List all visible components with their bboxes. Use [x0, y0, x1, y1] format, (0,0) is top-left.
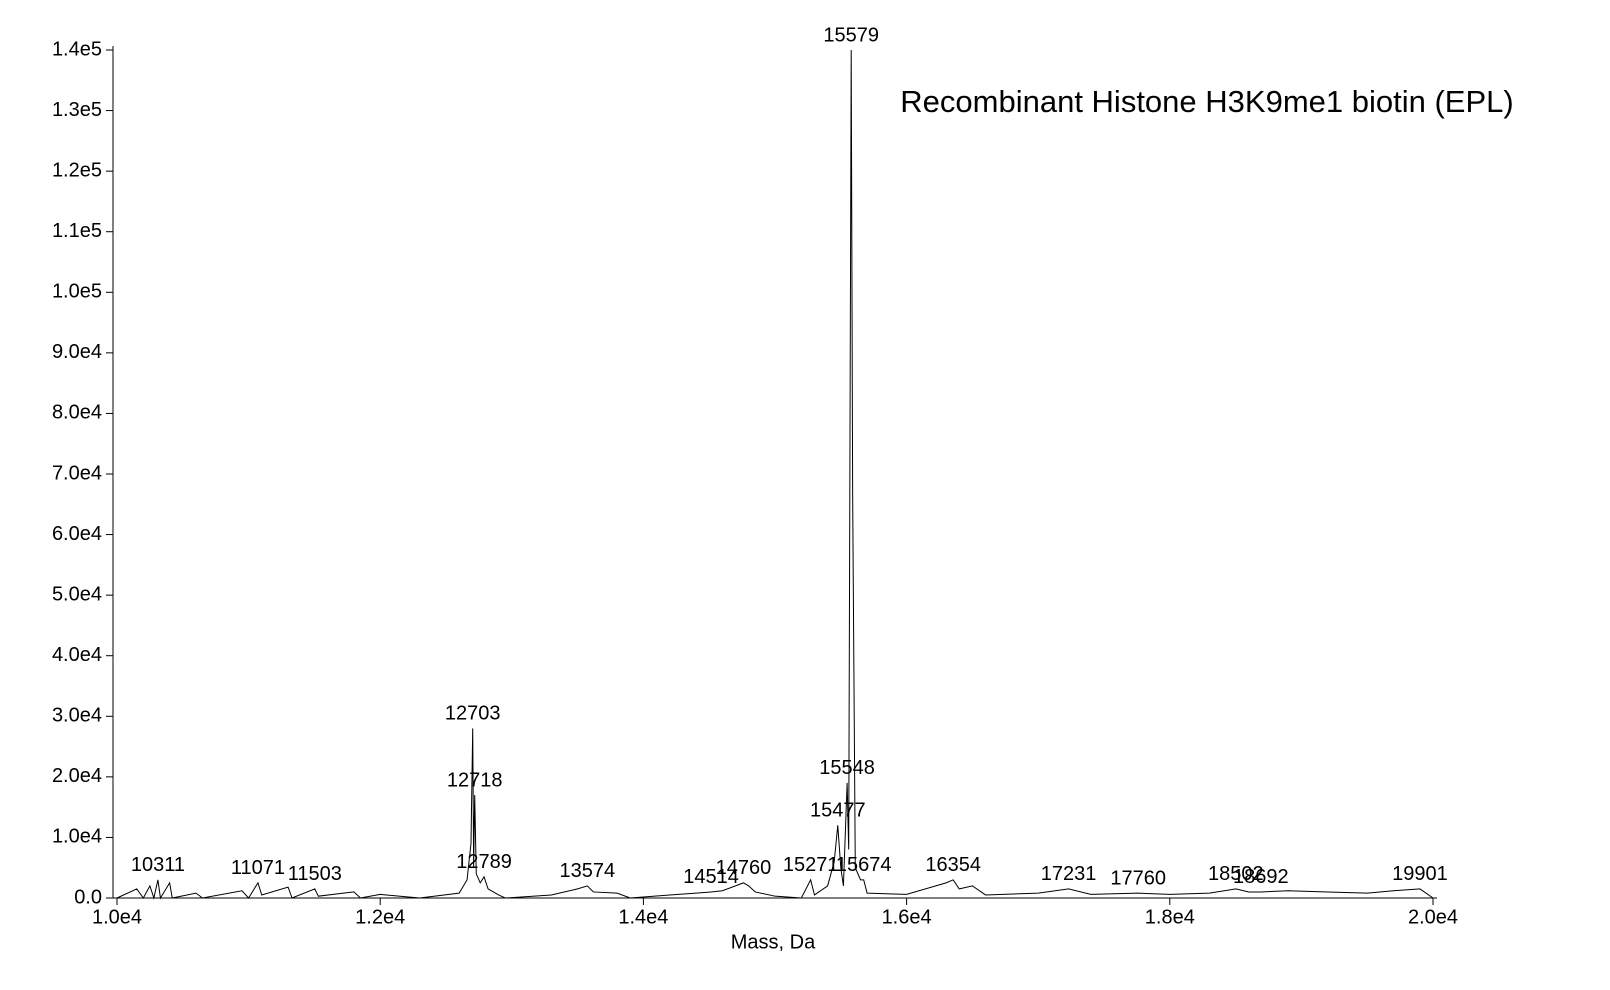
x-tick-label: 1.8e4 [1145, 906, 1195, 928]
y-tick-label: 4.0e4 [52, 644, 102, 666]
peak-label: 17231 [1041, 863, 1097, 885]
peak-label: 11071 [231, 857, 285, 879]
x-tick-label: 2.0e4 [1408, 906, 1458, 928]
peak-label: 17760 [1110, 867, 1166, 889]
y-tick-label: 2.0e4 [52, 765, 102, 787]
y-tick-label: 6.0e4 [52, 523, 102, 545]
y-tick-label: 1.3e5 [52, 99, 102, 121]
y-tick-label: 0.0 [74, 886, 102, 908]
y-tick-label: 7.0e4 [52, 462, 102, 484]
peak-label: 13574 [560, 860, 616, 882]
peak-label: 14760 [716, 857, 772, 879]
x-tick-label: 1.4e4 [618, 906, 668, 928]
y-tick-label: 8.0e4 [52, 402, 102, 424]
y-tick-label: 3.0e4 [52, 705, 102, 727]
peak-label: 10311 [131, 854, 185, 876]
x-tick-label: 1.2e4 [355, 906, 405, 928]
peak-label: 12789 [456, 851, 512, 873]
y-tick-label: 1.1e5 [52, 220, 102, 242]
y-tick-label: 1.4e5 [52, 38, 102, 60]
y-tick-label: 5.0e4 [52, 583, 102, 605]
chart-title: Recombinant Histone H3K9me1 biotin (EPL) [900, 84, 1513, 119]
spectrum-line [116, 49, 1434, 900]
peak-label: 12703 [445, 703, 501, 725]
peak-label: 15579 [823, 24, 879, 46]
peak-label: 12718 [447, 769, 503, 791]
x-tick-label: 1.0e4 [92, 906, 142, 928]
x-axis-label: Mass, Da [731, 931, 816, 953]
peak-label: 15674 [836, 854, 892, 876]
y-tick-label: 1.0e5 [52, 281, 102, 303]
x-tick-label: 1.6e4 [882, 906, 932, 928]
y-tick-label: 1.2e5 [52, 159, 102, 181]
peak-label: 19901 [1392, 863, 1448, 885]
peak-label: 14514 [683, 866, 739, 888]
peak-label: 11503 [288, 863, 342, 885]
peak-label: 15477 [810, 800, 866, 822]
y-tick-label: 1.0e4 [52, 826, 102, 848]
peak-label: 15548 [819, 757, 875, 779]
y-tick-label: 9.0e4 [52, 341, 102, 363]
peak-label: 16354 [925, 854, 981, 876]
peak-label: 18692 [1233, 866, 1289, 888]
peak-label: 15271 [783, 854, 839, 876]
peak-label: 18502 [1208, 863, 1264, 885]
